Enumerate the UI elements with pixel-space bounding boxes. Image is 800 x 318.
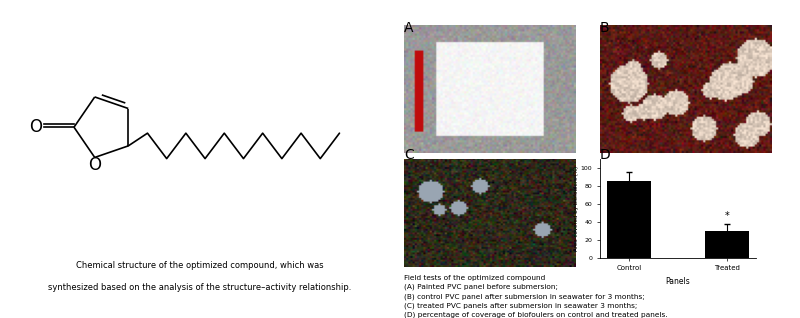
Text: synthesized based on the analysis of the structure–activity relationship.: synthesized based on the analysis of the… (48, 283, 352, 292)
Text: C: C (404, 148, 414, 162)
Text: D: D (600, 148, 610, 162)
Text: A: A (404, 21, 414, 35)
Y-axis label: Area covered by biofoulers (%): Area covered by biofoulers (%) (574, 166, 579, 251)
Text: O: O (88, 156, 102, 174)
X-axis label: Panels: Panels (666, 277, 690, 286)
Text: Field tests of the optimized compound
(A) Painted PVC panel before submersion;
(: Field tests of the optimized compound (A… (404, 275, 744, 318)
Text: B: B (600, 21, 610, 35)
Bar (705, 231, 749, 258)
Bar (607, 181, 651, 258)
Text: *: * (725, 211, 730, 221)
Text: Chemical structure of the optimized compound, which was: Chemical structure of the optimized comp… (76, 261, 324, 270)
Text: O: O (29, 118, 42, 136)
